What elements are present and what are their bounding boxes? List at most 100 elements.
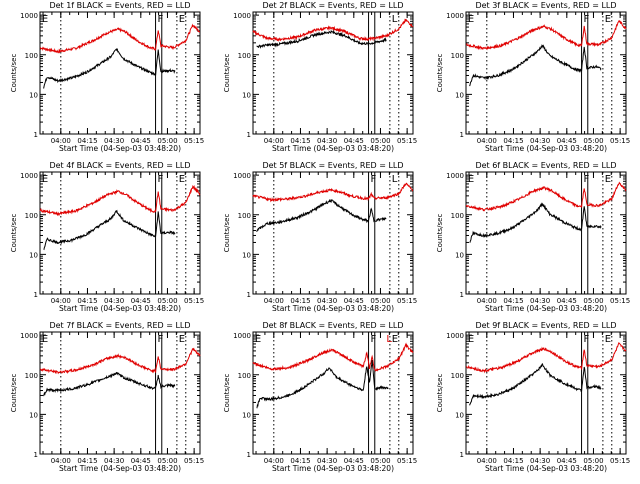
x-tick-label: 04:00: [264, 457, 284, 465]
x-tick-label: 05:00: [583, 457, 603, 465]
marker-letter-e: E: [605, 334, 611, 345]
x-tick-label: 05:15: [397, 457, 417, 465]
y-tick-label: 100: [238, 52, 251, 60]
x-tick-label: 04:15: [77, 297, 97, 305]
x-tick-label: 05:15: [397, 137, 417, 145]
y-tick-label: 100: [451, 372, 464, 380]
y-tick-label: 100: [238, 372, 251, 380]
y-axis-label: Counts/sec: [223, 54, 231, 93]
x-tick-label: 04:30: [530, 457, 550, 465]
x-axis-label: Start Time (04-Sep-03 03:48:20): [59, 304, 181, 313]
y-axis-label: Counts/sec: [10, 54, 18, 93]
x-tick-label: 04:15: [503, 137, 523, 145]
marker-letter-e: E: [468, 14, 474, 25]
events-series-line: [43, 209, 176, 251]
x-tick-label: 04:00: [477, 297, 497, 305]
panel-2: Det 2f BLACK = Events, RED = LLD 1 10 100 10…: [223, 1, 417, 153]
marker-letter-e: E: [179, 174, 185, 185]
lld-series-line: [252, 182, 414, 203]
y-tick-label: 1: [460, 131, 464, 139]
y-tick-label: 100: [451, 212, 464, 220]
marker-letter-e: E: [42, 14, 48, 25]
lld-series-line: [466, 342, 627, 374]
lld-series-line: [39, 23, 200, 54]
x-tick-label: 04:00: [264, 297, 284, 305]
y-tick-label: 10: [242, 411, 251, 419]
marker-letter-f: F: [583, 174, 589, 185]
panel-title: Det 8f BLACK = Events, RED = LLD: [262, 321, 403, 330]
red-marker-letter-l: L: [386, 334, 392, 345]
x-tick-label: 04:30: [104, 297, 124, 305]
x-tick-label: 05:00: [583, 297, 603, 305]
marker-letter-f: F: [157, 14, 163, 25]
y-tick-label: 1: [460, 291, 464, 299]
y-tick-label: 1: [34, 131, 38, 139]
x-tick-label: 05:15: [610, 457, 630, 465]
x-tick-label: 04:30: [104, 457, 124, 465]
events-series-line: [469, 362, 602, 406]
events-series-line: [469, 44, 602, 87]
y-tick-label: 1: [247, 291, 251, 299]
x-tick-label: 04:15: [77, 457, 97, 465]
x-tick-label: 05:00: [157, 297, 177, 305]
y-tick-label: 1: [247, 451, 251, 459]
panel-title: Det 1f BLACK = Events, RED = LLD: [49, 1, 190, 10]
x-tick-label: 04:45: [344, 137, 364, 145]
plot-frame: [465, 331, 627, 455]
x-tick-label: 05:00: [370, 137, 390, 145]
x-tick-label: 04:30: [530, 137, 550, 145]
panel-1: Det 1f BLACK = Events, RED = LLD 1 10 100 10…: [10, 1, 204, 153]
x-axis-label: Start Time (04-Sep-03 03:48:20): [272, 304, 394, 313]
y-tick-label: 1000: [233, 12, 251, 20]
x-tick-label: 04:45: [131, 137, 151, 145]
marker-letter-e: E: [179, 14, 185, 25]
y-axis-label: Counts/sec: [10, 374, 18, 413]
x-tick-label: 05:00: [157, 457, 177, 465]
y-tick-label: 1000: [446, 12, 464, 20]
x-tick-label: 05:00: [370, 457, 390, 465]
x-tick-label: 04:15: [290, 297, 310, 305]
panel-title: Det 6f BLACK = Events, RED = LLD: [475, 161, 616, 170]
x-tick-label: 04:45: [557, 457, 577, 465]
panel-title: Det 9f BLACK = Events, RED = LLD: [475, 321, 616, 330]
marker-letter-e: E: [468, 334, 474, 345]
plot-frame: [252, 171, 414, 295]
x-tick-label: 05:15: [184, 457, 204, 465]
events-series-line: [43, 371, 176, 397]
marker-letter-f: F: [370, 174, 376, 185]
y-tick-label: 100: [25, 52, 38, 60]
y-tick-label: 100: [238, 212, 251, 220]
y-tick-label: 1000: [20, 12, 38, 20]
x-tick-label: 05:15: [184, 137, 204, 145]
panel-7: Det 7f BLACK = Events, RED = LLD 1 10 100 10…: [10, 321, 204, 473]
x-tick-label: 04:30: [104, 137, 124, 145]
x-tick-label: 04:45: [344, 297, 364, 305]
lld-series-line: [465, 19, 627, 51]
y-tick-label: 10: [29, 251, 38, 259]
marker-letter-f: F: [583, 14, 589, 25]
x-axis-label: Start Time (04-Sep-03 03:48:20): [59, 464, 181, 473]
events-series-line: [256, 198, 387, 232]
marker-letter-e: E: [42, 174, 48, 185]
y-tick-label: 10: [29, 411, 38, 419]
marker-letter-e: E: [605, 14, 611, 25]
lld-series-line: [39, 184, 201, 217]
plot-frame: [39, 11, 201, 135]
y-tick-label: 10: [29, 91, 38, 99]
x-tick-label: 04:00: [264, 137, 284, 145]
x-tick-label: 05:15: [184, 297, 204, 305]
marker-letter-l: L: [392, 174, 398, 185]
y-tick-label: 1: [460, 451, 464, 459]
lld-series-line: [252, 342, 414, 372]
y-tick-label: 10: [455, 91, 464, 99]
x-tick-label: 04:15: [503, 297, 523, 305]
marker-letter-e: E: [42, 334, 48, 345]
x-axis-label: Start Time (04-Sep-03 03:48:20): [272, 144, 394, 153]
x-tick-label: 04:30: [317, 457, 337, 465]
panel-title: Det 2f BLACK = Events, RED = LLD: [262, 1, 403, 10]
y-axis-label: Counts/sec: [223, 374, 231, 413]
y-tick-label: 1000: [233, 172, 251, 180]
x-axis-label: Start Time (04-Sep-03 03:48:20): [485, 464, 607, 473]
marker-letter-l: L: [392, 14, 398, 25]
